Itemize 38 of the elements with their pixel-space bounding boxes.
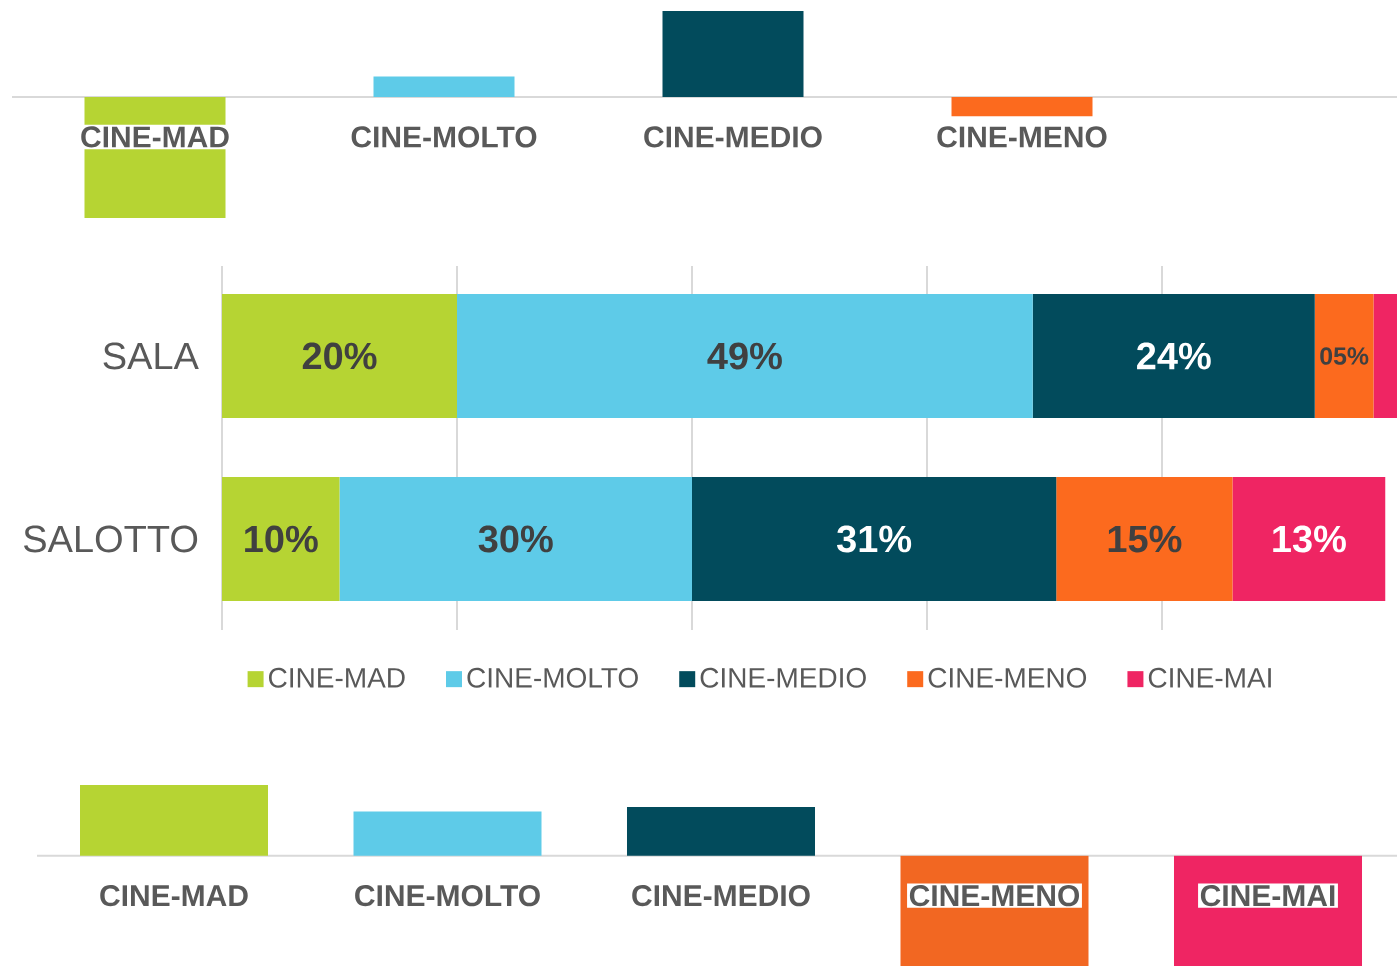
y-tick-label: SALA — [103, 342, 199, 370]
bar — [627, 807, 816, 856]
data-label: 10% — [245, 525, 318, 553]
bar — [1314, 294, 1374, 419]
x-tick-label: CINE-MOLTO — [355, 885, 540, 907]
x-tick-label: CINE-MAD — [100, 885, 248, 907]
bar — [353, 811, 542, 856]
x-tick-label: CINE-MEDIO — [644, 126, 822, 148]
bar — [1056, 477, 1233, 602]
legend-label: CINE-MENO — [928, 667, 1087, 688]
bar — [339, 477, 693, 602]
x-tick-label: CINE-MENO — [909, 885, 1080, 907]
data-label: 30% — [478, 525, 553, 553]
data-label: 20% — [302, 342, 377, 370]
bar — [1373, 294, 1397, 419]
data-label: 05% — [1320, 347, 1369, 365]
data-label: 49% — [707, 342, 782, 370]
legend-label: CINE-MOLTO — [467, 667, 638, 688]
x-tick-label: CINE-MAD — [81, 126, 229, 148]
bar — [457, 294, 1033, 419]
x-tick-label: CINE-MEDIO — [632, 885, 810, 907]
data-label: 15% — [1108, 525, 1182, 553]
x-tick-label: CINE-MAI — [1200, 885, 1335, 907]
x-tick-label: CINE-MENO — [937, 126, 1107, 148]
bar — [222, 294, 458, 419]
bar — [1032, 294, 1315, 419]
data-label: 31% — [836, 525, 912, 553]
data-label: 24% — [1137, 342, 1211, 370]
bar — [222, 477, 340, 602]
bar — [1232, 477, 1386, 602]
data-label: 13% — [1273, 525, 1346, 553]
legend-label: CINE-MAD — [269, 667, 405, 688]
y-tick-label: SALOTTO — [23, 525, 198, 553]
x-tick-label: CINE-MOLTO — [351, 126, 537, 148]
legend-label: CINE-MEDIO — [700, 667, 866, 688]
bar — [692, 477, 1057, 602]
legend-label: CINE-MAI — [1148, 667, 1271, 688]
bar — [80, 785, 269, 856]
